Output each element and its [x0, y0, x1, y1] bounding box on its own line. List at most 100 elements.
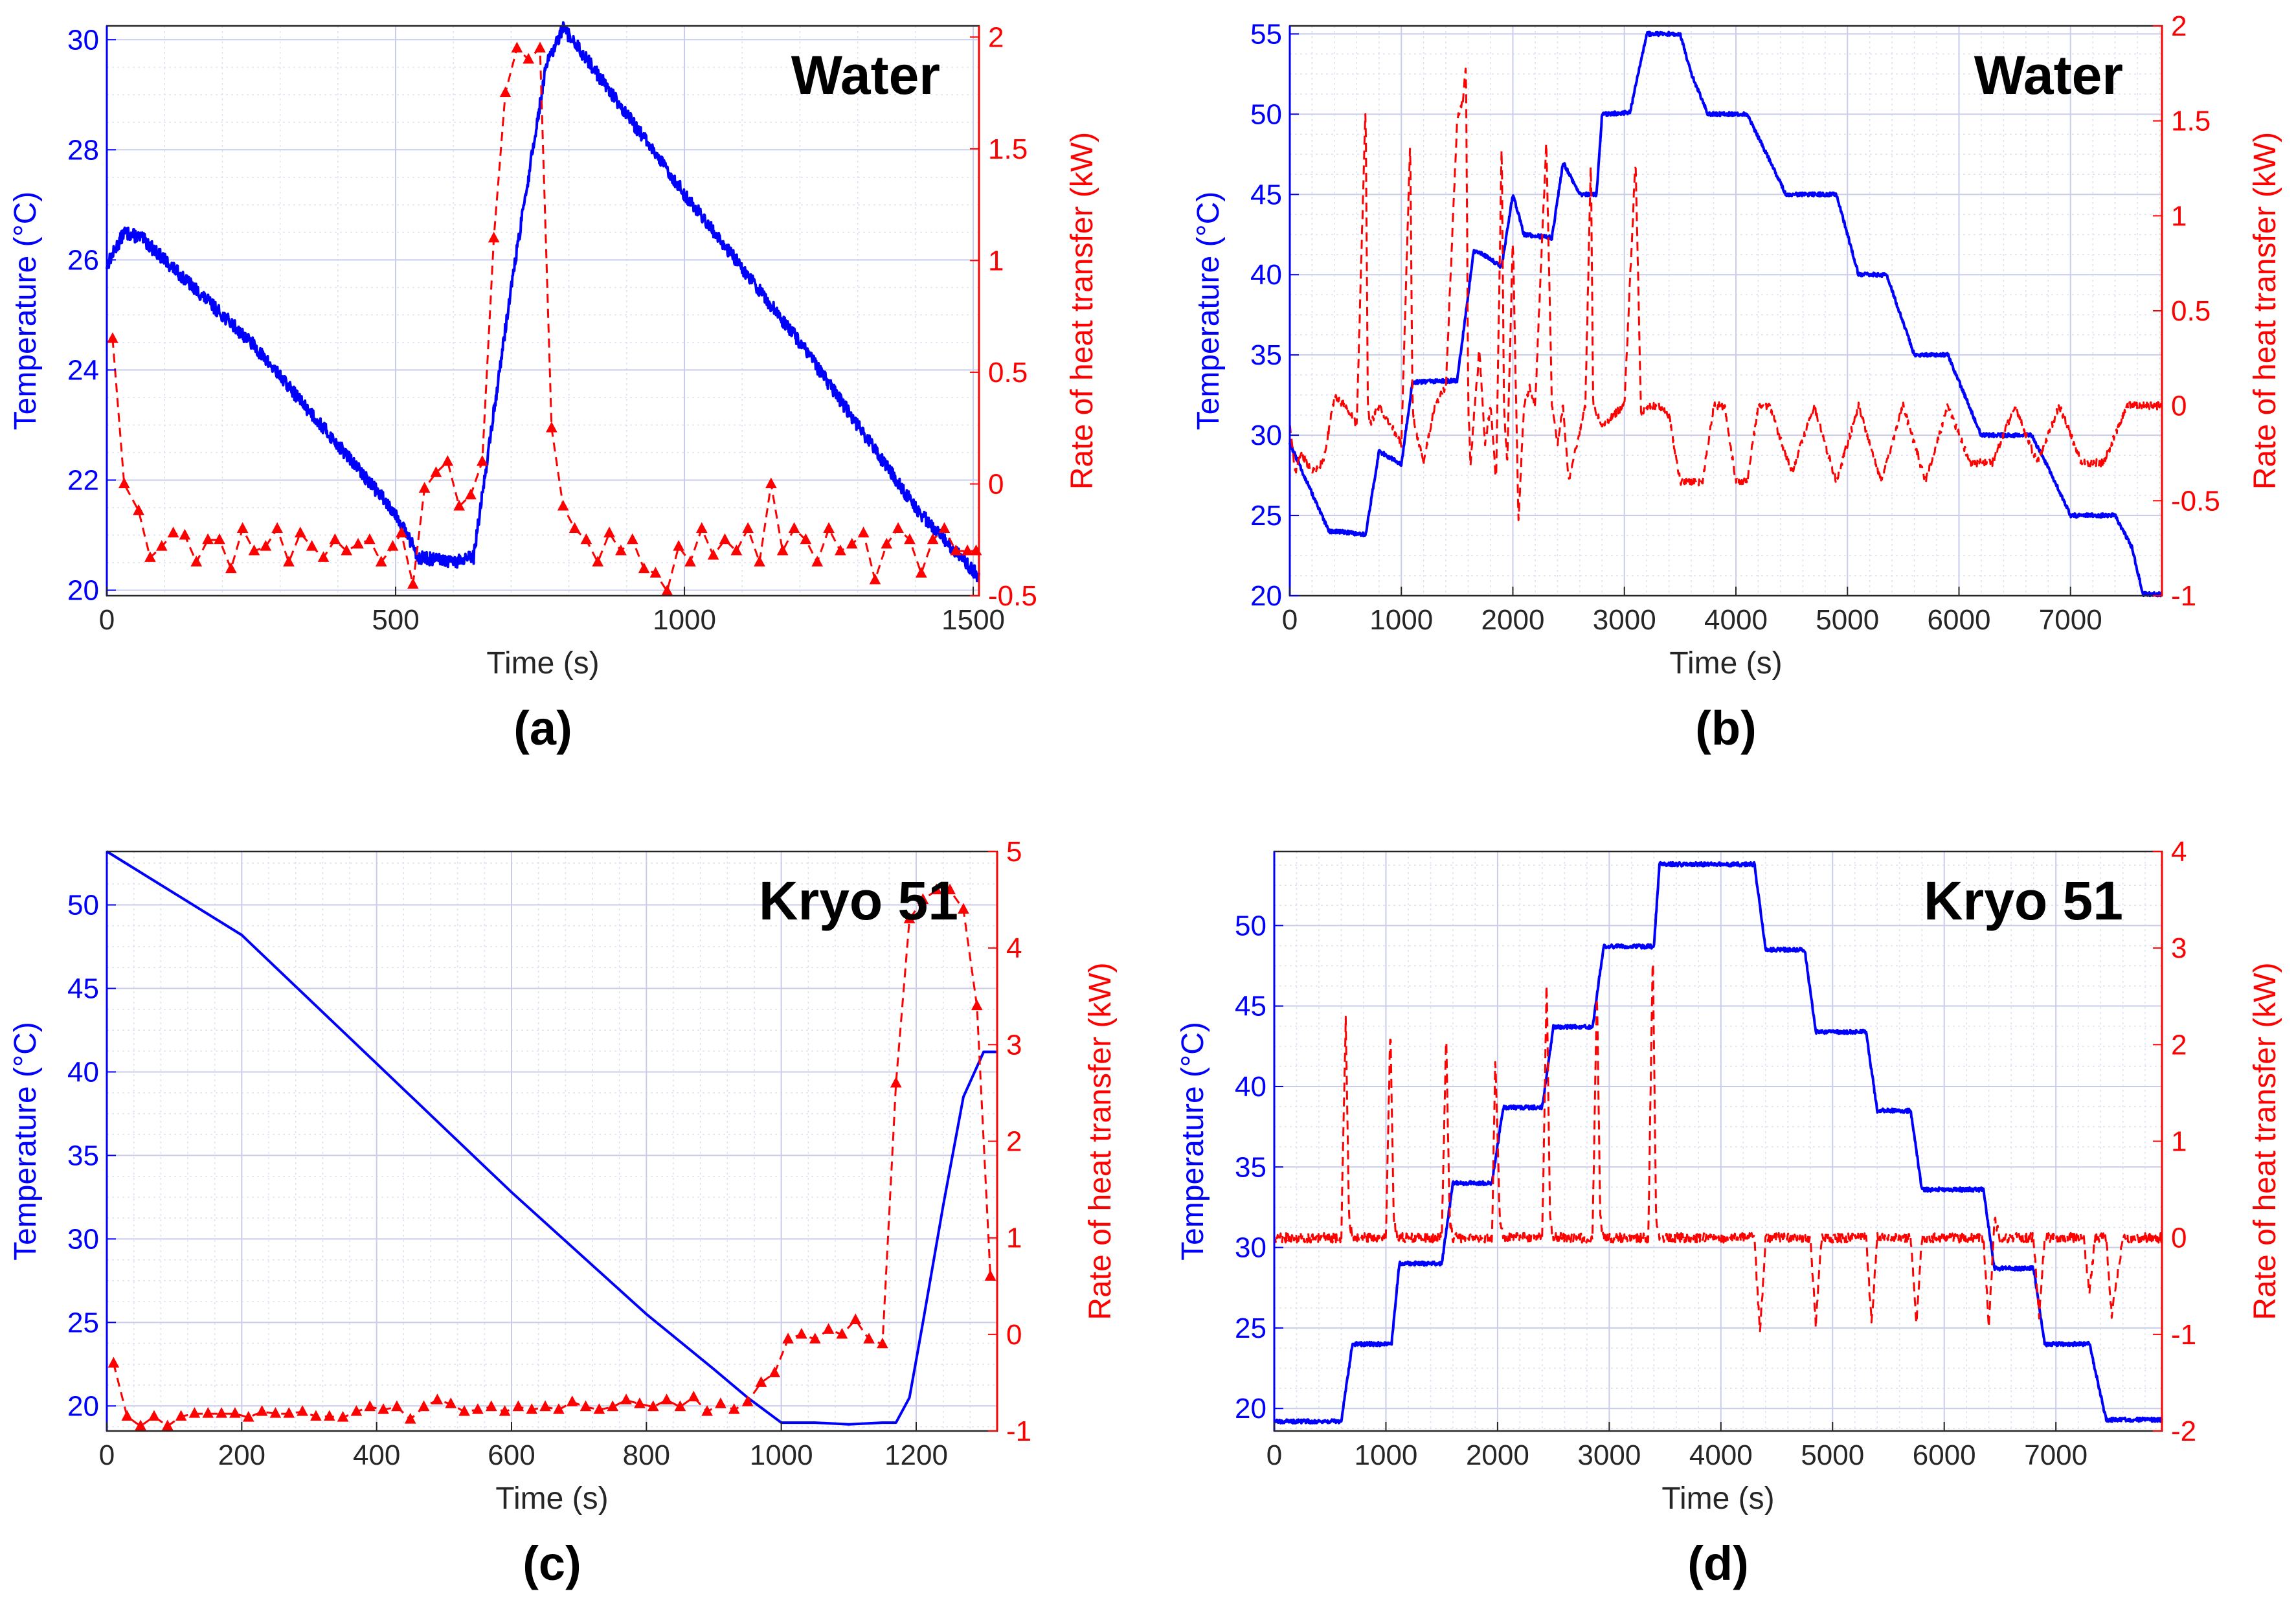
- heat-rate-point: [553, 1403, 565, 1414]
- x-tick-label: 1000: [750, 1439, 813, 1471]
- heat-rate-point: [927, 533, 939, 545]
- heat-rate-point: [620, 1393, 632, 1404]
- heat-rate-point: [796, 1327, 807, 1339]
- x-tick-label: 400: [353, 1439, 400, 1471]
- heat-rate-series-line: [1273, 962, 2163, 1333]
- temperature-series-line: [1289, 30, 2163, 598]
- heat-rate-point: [458, 1405, 470, 1416]
- y-tick-label: 25: [1235, 1312, 1266, 1344]
- heat-rate-point: [352, 537, 364, 549]
- panel-caption: (a): [513, 701, 572, 755]
- heat-rate-point: [823, 522, 835, 533]
- heat-rate-point: [387, 540, 399, 551]
- x-tick-label: 600: [488, 1439, 535, 1471]
- heat-rate-point: [161, 1419, 174, 1431]
- panel-title: Water: [1974, 45, 2123, 106]
- panel-title: Kryo 51: [1924, 870, 2123, 931]
- x-tick-label: 6000: [1913, 1439, 1976, 1471]
- heat-rate-point: [800, 533, 812, 545]
- heat-rate-point: [271, 522, 283, 533]
- x-axis-label: Time (s): [1669, 646, 1782, 681]
- heat-rate-point: [329, 533, 341, 545]
- x-tick-label: 3000: [1577, 1439, 1641, 1471]
- heat-rate-point: [465, 488, 477, 500]
- y-tick-label: 28: [67, 134, 99, 166]
- heat-rate-point: [892, 522, 904, 533]
- heat-rate-point: [788, 522, 800, 533]
- heat-rate-point: [603, 526, 615, 537]
- y2-tick-label: 4: [2171, 836, 2187, 868]
- heat-rate-point: [719, 533, 731, 545]
- y-axis-label: Temperature (°C): [1176, 1022, 1210, 1261]
- heat-rate-point: [626, 533, 638, 545]
- y2-tick-label: 0: [1006, 1319, 1022, 1351]
- heat-rate-point: [782, 1333, 794, 1344]
- heat-rate-point: [107, 1357, 120, 1368]
- y2-axis-label: Rate of heat transfer (kW): [1065, 132, 1099, 490]
- heat-rate-point: [890, 1076, 902, 1088]
- y2-tick-label: -1: [1006, 1415, 1031, 1447]
- y-tick-label: 30: [67, 24, 99, 56]
- y2-tick-label: 1.5: [2171, 106, 2211, 137]
- heat-rate-point: [499, 86, 512, 98]
- heat-rate-point: [418, 482, 431, 493]
- x-tick-label: 0: [1282, 604, 1298, 636]
- heat-rate-point: [188, 1407, 201, 1418]
- y-tick-label: 55: [1250, 18, 1282, 50]
- heat-rate-point: [580, 1400, 592, 1412]
- y2-tick-label: 1: [2171, 200, 2187, 232]
- x-tick-label: 4000: [1689, 1439, 1753, 1471]
- heat-rate-series-line: [112, 889, 992, 1427]
- x-tick-label: 0: [99, 1439, 115, 1471]
- y-tick-label: 45: [1235, 991, 1266, 1022]
- x-tick-label: 1500: [941, 604, 1005, 636]
- y2-tick-label: 1.5: [988, 133, 1028, 165]
- heat-rate-point: [225, 562, 237, 574]
- heat-rate-point: [297, 1405, 308, 1416]
- temperature-series-line: [1273, 861, 2163, 1425]
- temperature-series-line: [106, 850, 997, 1426]
- heat-rate-point: [755, 1376, 767, 1387]
- heat-rate-point: [485, 1400, 497, 1412]
- heat-rate-point: [511, 41, 523, 53]
- y2-tick-label: 2: [2171, 10, 2187, 42]
- heat-rate-point: [431, 1393, 444, 1404]
- y-tick-label: 35: [1250, 339, 1282, 371]
- heat-rate-point: [857, 526, 870, 537]
- heat-rate-point: [295, 526, 306, 537]
- heat-rate-point: [811, 556, 824, 567]
- heat-rate-point: [499, 1405, 511, 1416]
- heat-rate-point: [375, 556, 387, 567]
- heat-rate-point: [523, 52, 535, 64]
- y-tick-label: 40: [1250, 259, 1282, 291]
- panel-title: Kryo 51: [759, 870, 958, 931]
- heat-rate-point: [430, 466, 442, 477]
- chart-panel-4: 0 1000 2000 3000 4000 5000 6000 700020253035404…: [1176, 836, 2282, 1590]
- heat-rate-point: [190, 556, 203, 567]
- x-axis-label: Time (s): [495, 1481, 608, 1516]
- heat-rate-point: [684, 556, 696, 567]
- x-tick-label: 800: [623, 1439, 670, 1471]
- heat-rate-point: [472, 1403, 484, 1414]
- heat-rate-point: [607, 1400, 619, 1412]
- heat-rate-point: [904, 533, 916, 545]
- y-tick-label: 50: [1250, 98, 1282, 130]
- heat-rate-point: [715, 1397, 726, 1408]
- heat-rate-point: [512, 1400, 524, 1412]
- heat-rate-point: [442, 455, 454, 466]
- heat-rate-point: [445, 1397, 457, 1408]
- y-tick-label: 24: [67, 354, 99, 386]
- y-tick-label: 20: [67, 574, 99, 606]
- y2-tick-label: 0: [2171, 1222, 2187, 1254]
- y-axis-label: Temperature (°C): [1191, 192, 1226, 431]
- heat-rate-point: [407, 578, 419, 589]
- chart-panel-1: 0 500 1000 1500 20 22 24 26 28 30 -0.5 0 0.5 1 1.5 2 Tim…: [8, 21, 1099, 755]
- y-tick-label: 25: [67, 1307, 99, 1338]
- heat-rate-point: [121, 1410, 133, 1421]
- heat-rate-point: [396, 526, 407, 537]
- heat-rate-point: [260, 540, 272, 551]
- y-tick-label: 40: [1235, 1071, 1266, 1103]
- heat-rate-point: [488, 231, 500, 243]
- heat-rate-point: [216, 1407, 227, 1418]
- y-tick-label: 26: [67, 244, 99, 276]
